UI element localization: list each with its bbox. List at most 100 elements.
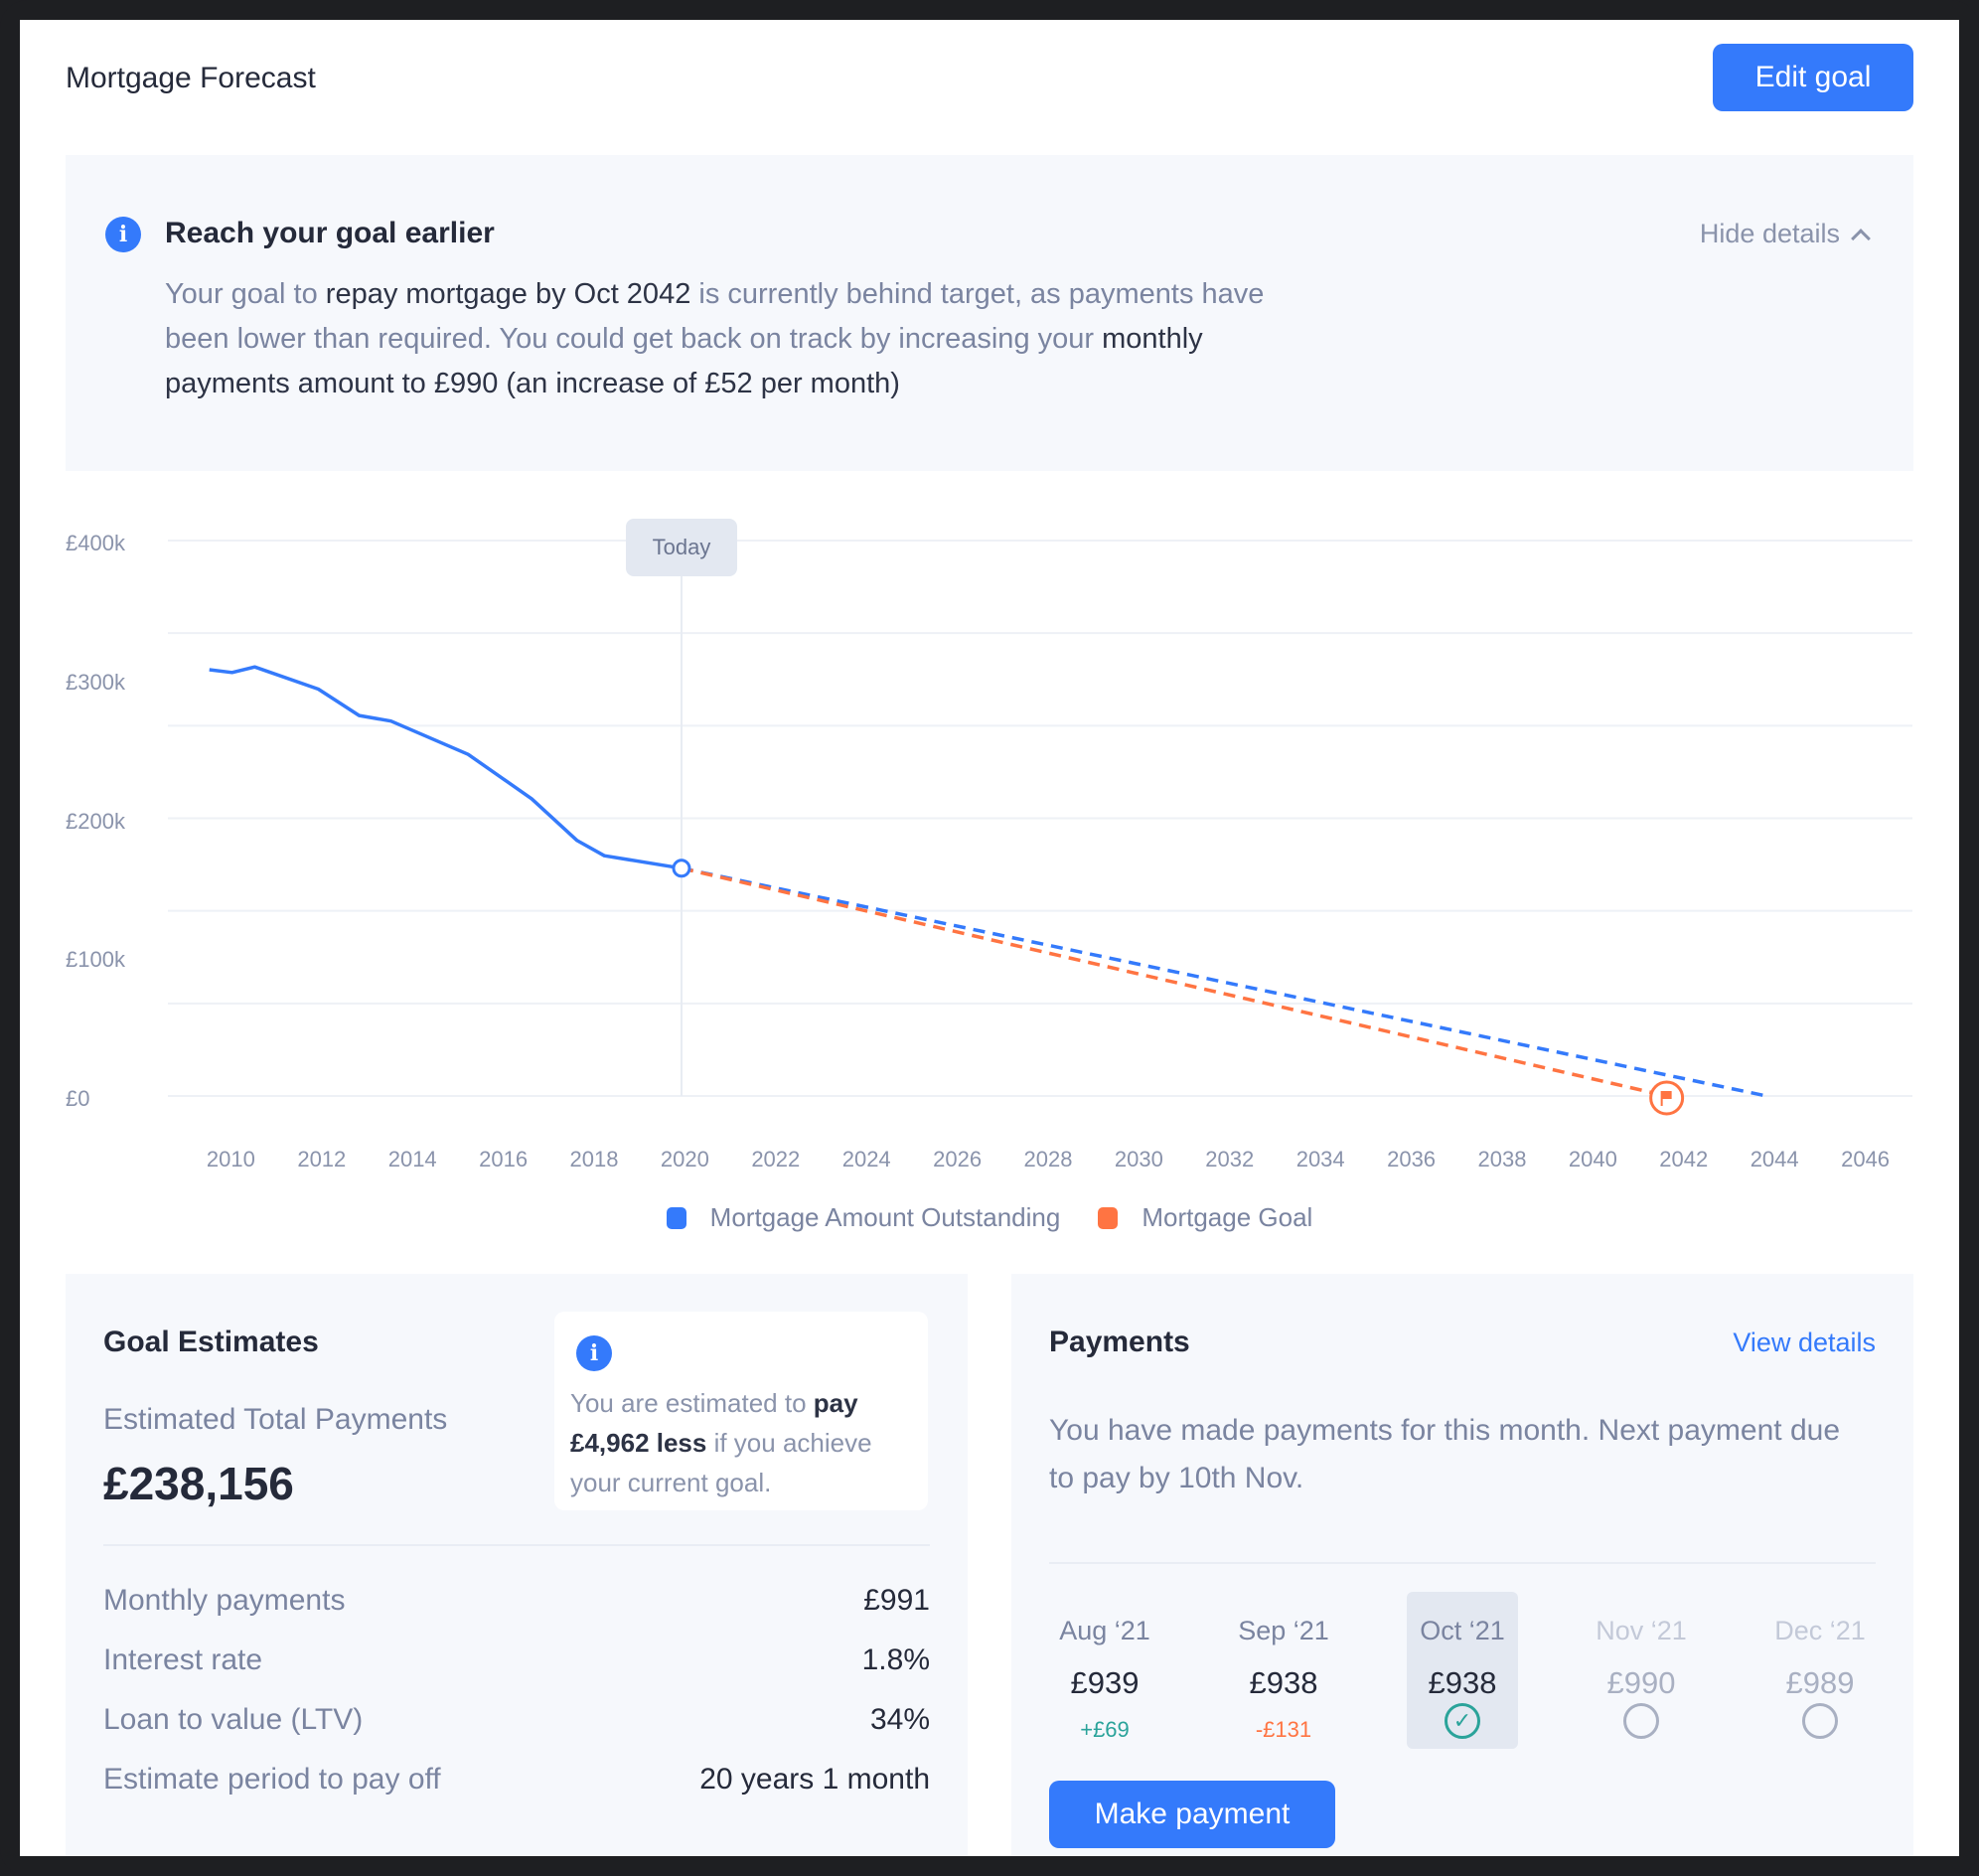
- divider: [103, 1544, 930, 1546]
- estimated-total-label: Estimated Total Payments: [103, 1403, 448, 1436]
- legend-label: Mortgage Goal: [1142, 1202, 1313, 1232]
- month-label: Dec ‘21: [1774, 1616, 1866, 1645]
- info-icon: i: [576, 1335, 612, 1371]
- payment-month[interactable]: Oct ‘21 £938 ✓: [1407, 1592, 1518, 1749]
- check-circle-icon: ✓: [1445, 1703, 1480, 1739]
- x-tick-label: 2038: [1477, 1147, 1527, 1172]
- stat-row: Monthly payments £991: [103, 1584, 930, 1618]
- x-tick-label: 2020: [660, 1147, 709, 1172]
- chevron-up-icon: [1851, 228, 1871, 248]
- payment-month[interactable]: Dec ‘21 £989: [1764, 1592, 1876, 1749]
- x-tick-label: 2040: [1568, 1147, 1617, 1172]
- x-tick-label: 2016: [479, 1147, 529, 1172]
- payments-status-text: You have made payments for this month. N…: [1049, 1414, 1841, 1494]
- savings-tip-text: You are estimated to pay £4,962 less if …: [570, 1383, 918, 1502]
- x-tick-label: 2046: [1841, 1147, 1891, 1172]
- x-tick-label: 2028: [1023, 1147, 1073, 1172]
- series-line: [209, 665, 683, 870]
- x-tick-label: 2044: [1750, 1147, 1799, 1172]
- month-delta: +£69: [1080, 1717, 1130, 1742]
- legend-label: Mortgage Amount Outstanding: [709, 1202, 1061, 1232]
- body-text: is currently behind target, as payments …: [165, 278, 1265, 355]
- stat-row: Estimate period to pay off 20 years 1 mon…: [103, 1763, 930, 1797]
- stat-label: Loan to value (LTV): [103, 1703, 364, 1736]
- x-tick-label: 2010: [206, 1147, 255, 1172]
- body-text: You are estimated to: [570, 1388, 814, 1418]
- empty-circle-icon: [1623, 1703, 1659, 1739]
- month-label: Sep ‘21: [1238, 1616, 1329, 1645]
- payment-months: Aug ‘21 £939 +£69 Sep ‘21 £938 -£131 Oct ‘21 £9…: [1049, 1592, 1876, 1751]
- month-amount: £989: [1785, 1665, 1855, 1700]
- stat-label: Interest rate: [103, 1643, 263, 1676]
- month-amount: £938: [1249, 1665, 1318, 1700]
- stat-label: Monthly payments: [103, 1584, 346, 1617]
- stat-value: 34%: [869, 1703, 930, 1736]
- legend-swatch-icon: [1098, 1206, 1119, 1229]
- body-text: Your goal to: [165, 278, 326, 310]
- x-tick-label: 2034: [1295, 1147, 1345, 1172]
- emphasis-text: pay £4,962 less: [570, 1388, 858, 1458]
- mortgage-chart: £400k £300k £200k £100k £0 2010 2012 2014 2016 2…: [20, 497, 1959, 1272]
- stat-value: £991: [863, 1584, 930, 1617]
- payment-month[interactable]: Aug ‘21 £939 +£69: [1049, 1592, 1160, 1749]
- mortgage-forecast-panel: Mortgage Forecast Edit goal i Reach your…: [20, 20, 1959, 1856]
- alert-body: Your goal to repay mortgage by Oct 2042 …: [165, 272, 1288, 406]
- series-line: [681, 866, 1667, 1098]
- month-label: Aug ‘21: [1059, 1616, 1150, 1645]
- empty-circle-icon: [1802, 1703, 1838, 1739]
- x-tick-label: 2036: [1387, 1147, 1437, 1172]
- x-tick-label: 2012: [297, 1147, 347, 1172]
- month-label: Nov ‘21: [1596, 1616, 1687, 1645]
- y-tick-label: £400k: [66, 531, 125, 555]
- y-tick-label: £100k: [66, 947, 125, 973]
- month-amount: £990: [1606, 1665, 1676, 1700]
- y-tick-label: £0: [66, 1086, 90, 1111]
- legend-item: Mortgage Goal: [1098, 1202, 1312, 1233]
- today-marker-label: Today: [625, 519, 737, 576]
- savings-tip: i You are estimated to pay £4,962 less i…: [554, 1312, 928, 1510]
- today-point: [672, 859, 691, 878]
- goal-estimates-title: Goal Estimates: [103, 1326, 319, 1358]
- hide-details-label: Hide details: [1699, 219, 1840, 248]
- divider: [1049, 1562, 1876, 1564]
- flag-icon: [1661, 1091, 1672, 1099]
- month-amount: £939: [1070, 1665, 1140, 1700]
- payments-title: Payments: [1049, 1326, 1190, 1358]
- chart-plot: [168, 540, 1912, 1116]
- payment-month[interactable]: Sep ‘21 £938 -£131: [1228, 1592, 1339, 1749]
- chart-legend: Mortgage Amount Outstanding Mortgage Goal: [20, 1202, 1959, 1233]
- month-delta: -£131: [1255, 1717, 1312, 1742]
- x-tick-label: 2042: [1659, 1147, 1709, 1172]
- stat-value: 20 years 1 month: [699, 1763, 930, 1796]
- make-payment-button[interactable]: Make payment: [1049, 1781, 1335, 1848]
- hide-details-toggle[interactable]: Hide details: [1699, 219, 1871, 249]
- month-label: Oct ‘21: [1420, 1616, 1505, 1645]
- stat-label: Estimate period to pay off: [103, 1763, 441, 1796]
- series-line: [681, 866, 1767, 1098]
- emphasis-text: monthly payments amount to £990 (an incr…: [165, 323, 1203, 399]
- view-details-link[interactable]: View details: [1733, 1328, 1876, 1357]
- page-title: Mortgage Forecast: [66, 62, 316, 94]
- x-tick-label: 2024: [841, 1147, 891, 1172]
- info-icon: i: [105, 217, 141, 252]
- emphasis-text: repay mortgage by Oct 2042: [325, 278, 691, 310]
- goal-alert: i Reach your goal earlier Hide details Y…: [66, 155, 1913, 471]
- y-tick-label: £300k: [66, 669, 125, 695]
- goal-estimates-card: Goal Estimates Estimated Total Payments …: [66, 1274, 968, 1856]
- legend-swatch-icon: [666, 1206, 686, 1229]
- alert-title: Reach your goal earlier: [165, 217, 495, 249]
- x-tick-label: 2030: [1114, 1147, 1163, 1172]
- edit-goal-button[interactable]: Edit goal: [1713, 44, 1913, 111]
- x-tick-label: 2026: [933, 1147, 983, 1172]
- estimated-total-value: £238,156: [103, 1458, 294, 1509]
- payments-card: Payments View details You have made paym…: [1011, 1274, 1913, 1856]
- body-text: if you achieve your current goal.: [570, 1428, 872, 1497]
- payment-month[interactable]: Nov ‘21 £990: [1586, 1592, 1697, 1749]
- month-amount: £938: [1428, 1665, 1497, 1700]
- y-tick-label: £200k: [66, 808, 125, 834]
- legend-item: Mortgage Amount Outstanding: [666, 1202, 1061, 1233]
- stat-row: Loan to value (LTV) 34%: [103, 1703, 930, 1737]
- x-tick-label: 2014: [387, 1147, 437, 1172]
- x-tick-label: 2032: [1205, 1147, 1255, 1172]
